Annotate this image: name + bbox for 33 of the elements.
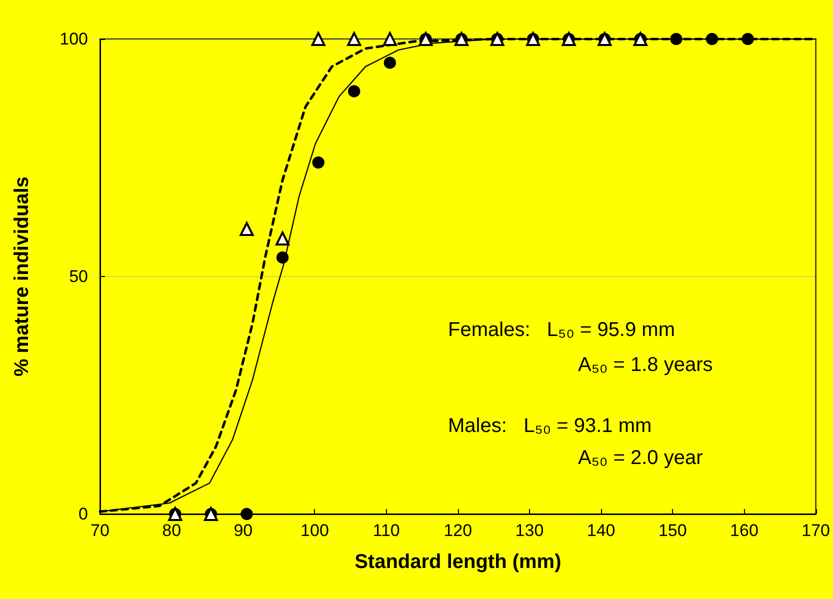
annotation: A₅₀ = 1.8 years <box>578 354 713 376</box>
x-tick-label: 120 <box>444 521 472 540</box>
y-tick-label: 0 <box>78 504 88 524</box>
point <box>240 508 253 520</box>
point <box>670 32 682 46</box>
point <box>742 32 754 46</box>
point <box>706 32 718 46</box>
annotation: Males: L₅₀ = 93.1 mm <box>448 415 652 437</box>
x-tick-label: 160 <box>730 521 758 540</box>
x-tick-label: 80 <box>162 521 182 540</box>
y-axis-title: % mature individuals <box>11 176 33 377</box>
y-tick-label: 100 <box>60 30 88 48</box>
point <box>347 32 362 46</box>
point <box>311 32 326 46</box>
x-tick-label: 100 <box>300 521 329 540</box>
x-tick-label: 170 <box>802 521 830 540</box>
annotation: A₅₀ = 2.0 year <box>578 447 704 469</box>
point <box>348 85 360 98</box>
point <box>384 56 396 69</box>
point <box>382 32 397 46</box>
x-tick-label: 150 <box>658 521 687 540</box>
x-tick-label: 70 <box>90 521 110 540</box>
annotation: Females: L₅₀ = 95.9 mm <box>448 319 675 341</box>
point <box>276 232 290 246</box>
point <box>312 156 324 169</box>
x-tick-label: 90 <box>234 521 253 540</box>
x-axis-title: Standard length (mm) <box>354 551 562 573</box>
x-tick-label: 130 <box>515 521 544 540</box>
point <box>240 222 254 236</box>
x-tick-label: 140 <box>586 521 616 540</box>
y-tick-label: 50 <box>69 267 88 286</box>
x-tick-label: 110 <box>372 521 400 540</box>
point <box>276 251 289 264</box>
